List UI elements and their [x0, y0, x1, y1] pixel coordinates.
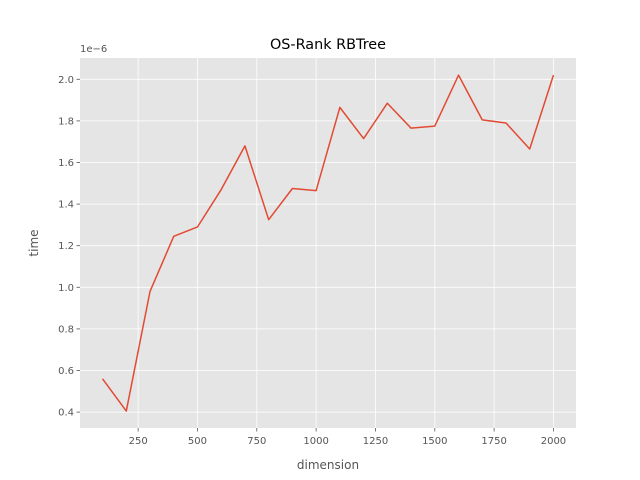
y-tick-label: 1.4: [58, 200, 74, 211]
chart-title: OS-Rank RBTree: [270, 37, 386, 53]
x-tick-label: 1500: [422, 436, 447, 447]
series: [101, 74, 555, 412]
plot-area: [80, 58, 576, 428]
y-tick-label: 0.6: [58, 366, 74, 377]
grid: [80, 58, 576, 428]
y-tick-label: 0.4: [58, 408, 74, 419]
y-axis-label: time: [27, 229, 41, 256]
x-tick-label: 1000: [303, 436, 328, 447]
x-tick-label: 1250: [363, 436, 388, 447]
x-tick-label: 750: [247, 436, 266, 447]
x-tick-label: 500: [188, 436, 207, 447]
y-offset-label: 1e−6: [80, 44, 107, 55]
y-tick-label: 1.6: [58, 158, 74, 169]
y-tick-label: 1.0: [58, 283, 74, 294]
y-tick-label: 0.8: [58, 324, 74, 335]
ticks: 250 500 750 1000 1250 1500 1750 2000 0.4 0.6 0.8 1.…: [58, 75, 566, 447]
x-tick-label: 2000: [541, 436, 566, 447]
y-tick-label: 2.0: [58, 75, 74, 86]
y-tick-label: 1.2: [58, 241, 74, 252]
x-axis-label: dimension: [297, 458, 359, 472]
x-tick-label: 250: [129, 436, 148, 447]
x-tick-label: 1750: [481, 436, 506, 447]
series-line: [101, 74, 555, 412]
y-tick-label: 1.8: [58, 116, 74, 127]
